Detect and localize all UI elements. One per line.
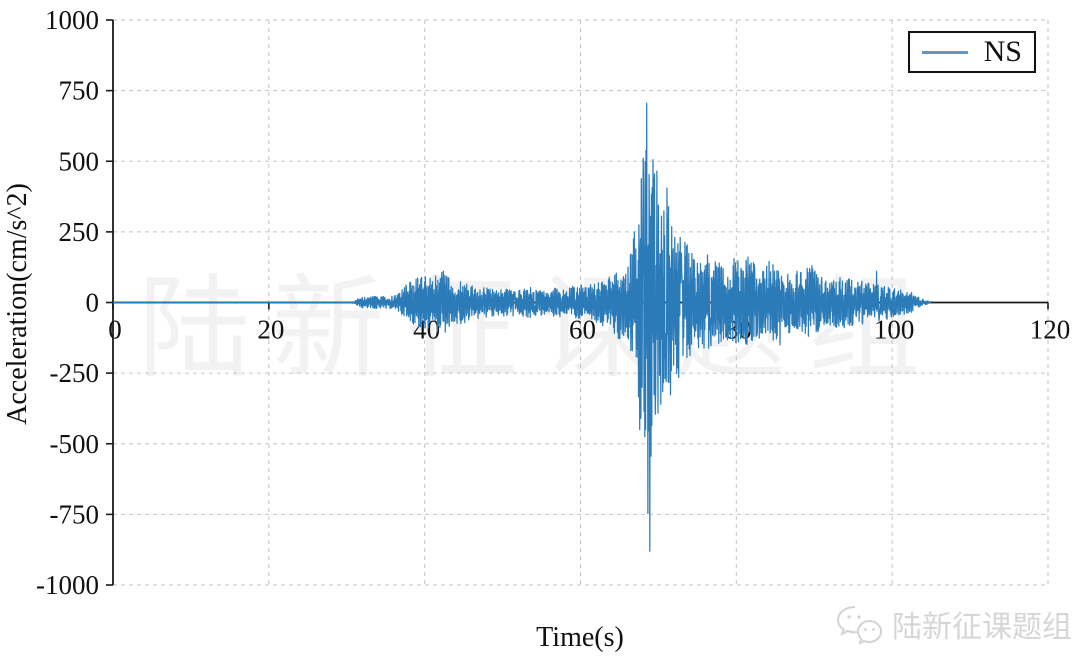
y-axis-title: Acceleration(cm/s^2) <box>2 183 33 425</box>
y-tick-label: 250 <box>59 217 100 247</box>
ns-waveform <box>112 102 932 552</box>
y-tick-label: 500 <box>59 146 100 176</box>
legend-line-swatch <box>922 50 968 54</box>
x-tick-label: 60 <box>569 315 596 345</box>
x-tick-label: 0 <box>108 315 122 345</box>
y-tick-label: -750 <box>50 499 100 529</box>
y-tick-label: 750 <box>59 76 100 106</box>
x-tick-label: 100 <box>874 315 915 345</box>
y-tick-label: -250 <box>50 358 100 388</box>
x-tick-label: 20 <box>257 315 284 345</box>
footer-logo: 陆新征课题组 <box>834 602 1072 646</box>
legend-label: NS <box>983 35 1022 68</box>
y-tick-label: 0 <box>86 288 100 318</box>
y-tick-label: 1000 <box>45 5 99 35</box>
footer-logo-text: 陆新征课题组 <box>892 611 1072 644</box>
x-axis-title: Time(s) <box>536 622 624 653</box>
y-tick-label: -500 <box>50 429 100 459</box>
x-tick-label: 120 <box>1030 315 1071 345</box>
y-tick-label: -1000 <box>36 570 99 600</box>
wechat-icon <box>836 606 883 645</box>
legend: NS <box>908 31 1036 73</box>
